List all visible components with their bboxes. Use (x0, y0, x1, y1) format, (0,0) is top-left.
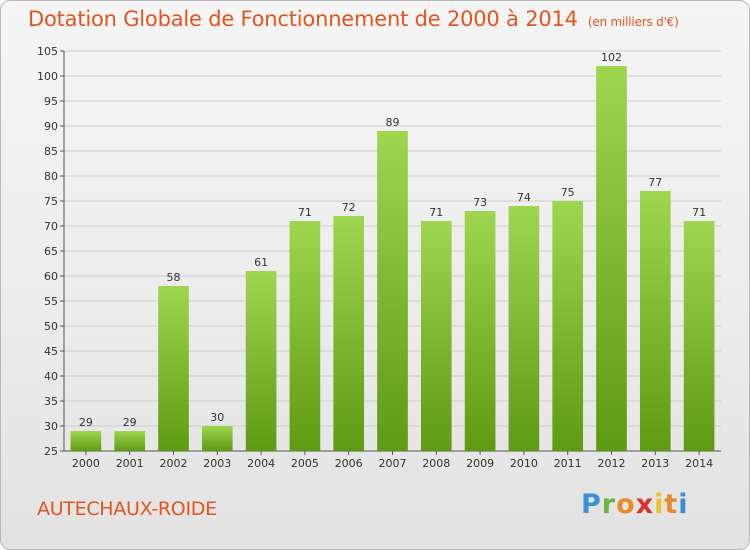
bar-value-label: 77 (648, 176, 662, 189)
x-tick-label: 2001 (116, 457, 144, 470)
y-tick-label: 105 (37, 45, 58, 58)
x-tick-label: 2000 (72, 457, 100, 470)
y-tick-label: 30 (44, 420, 58, 433)
bar (158, 286, 189, 451)
x-tick-label: 2005 (291, 457, 319, 470)
bar-value-label: 73 (473, 196, 487, 209)
x-tick-label: 2008 (422, 457, 450, 470)
x-tick-label: 2004 (247, 457, 275, 470)
bar (377, 131, 408, 451)
x-tick-label: 2007 (379, 457, 407, 470)
logo-letter: o (616, 489, 636, 520)
logo-letter: i (654, 489, 665, 520)
y-axis-ticks: 25 30 35 40 45 50 55 60 65 70 75 80 85 90 95 100 105 (37, 45, 64, 458)
x-tick-label: 2009 (466, 457, 494, 470)
x-tick-label: 2003 (203, 457, 231, 470)
x-tick-label: 2014 (685, 457, 713, 470)
y-tick-label: 45 (44, 345, 58, 358)
bar-value-label: 75 (561, 186, 575, 199)
chart-title: Dotation Globale de Fonctionnement de 20… (28, 7, 679, 31)
logo-letter: P (581, 489, 602, 520)
bar (639, 191, 671, 451)
bar-value-label: 30 (210, 411, 224, 424)
x-tick-label: 2002 (160, 457, 188, 470)
y-tick-label: 65 (44, 245, 58, 258)
y-tick-label: 70 (44, 220, 58, 233)
bar (552, 201, 584, 451)
y-tick-label: 60 (44, 270, 58, 283)
bar-value-label: 29 (123, 416, 137, 429)
y-tick-label: 75 (44, 195, 58, 208)
bar-value-label: 89 (386, 116, 400, 129)
bar (114, 431, 146, 451)
y-tick-label: 90 (44, 120, 58, 133)
proxiti-logo: Proxiti (581, 489, 689, 520)
y-tick-label: 25 (44, 445, 58, 458)
logo-letter: r (601, 489, 617, 520)
y-tick-label: 50 (44, 320, 58, 333)
bar (70, 431, 102, 451)
y-tick-label: 55 (44, 295, 58, 308)
bar-value-label: 61 (254, 256, 268, 269)
bar-value-label: 72 (342, 201, 356, 214)
chart-unit: (en milliers d'€) (587, 15, 679, 29)
x-axis-ticks: 2000 2001 2002 2003 2004 2005 2006 2007 2008 2009… (72, 451, 713, 470)
x-tick-label: 2010 (510, 457, 538, 470)
logo-letter: t (664, 489, 679, 520)
logo-letter: i (678, 489, 689, 520)
x-tick-label: 2012 (598, 457, 626, 470)
bar (333, 216, 365, 451)
bar-value-label: 71 (429, 206, 443, 219)
commune-name: AUTECHAUX-ROIDE (37, 498, 217, 520)
bar (289, 221, 321, 451)
x-tick-label: 2013 (641, 457, 669, 470)
bar (596, 66, 627, 451)
y-tick-label: 95 (44, 95, 58, 108)
y-tick-label: 35 (44, 395, 58, 408)
y-tick-label: 85 (44, 145, 58, 158)
bar-value-label: 71 (692, 206, 706, 219)
bar-value-label: 102 (601, 51, 622, 64)
x-tick-label: 2006 (335, 457, 363, 470)
bar (683, 221, 715, 451)
bar (245, 271, 277, 451)
chart-title-text: Dotation Globale de Fonctionnement de 20… (28, 7, 578, 31)
bar (464, 211, 496, 451)
bar-value-label: 58 (167, 271, 181, 284)
y-tick-label: 40 (44, 370, 58, 383)
x-tick-label: 2011 (554, 457, 582, 470)
logo-letter: x (635, 489, 655, 520)
y-tick-label: 100 (37, 70, 58, 83)
bar (420, 221, 452, 451)
bars: 29 29 58 30 61 71 72 89 71 73 74 75 102 77 71 (70, 51, 715, 451)
bar (201, 426, 233, 451)
bar-value-label: 74 (517, 191, 531, 204)
y-tick-label: 80 (44, 170, 58, 183)
bar-value-label: 29 (79, 416, 93, 429)
bar (508, 206, 540, 451)
bar-value-label: 71 (298, 206, 312, 219)
